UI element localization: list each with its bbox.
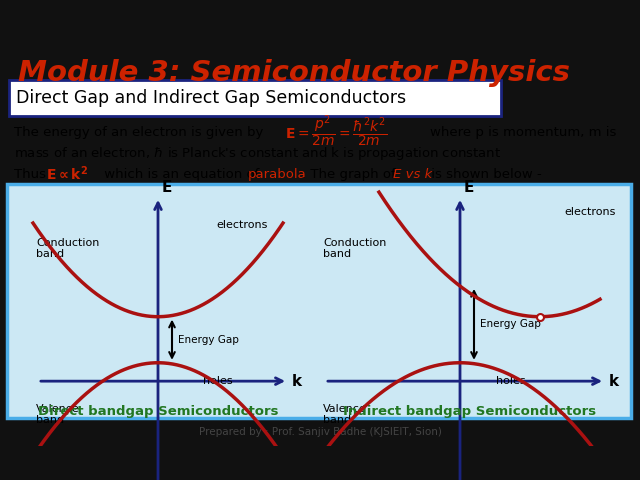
Text: holes: holes bbox=[204, 376, 233, 386]
Text: Energy Gap: Energy Gap bbox=[480, 319, 541, 329]
Text: electrons: electrons bbox=[564, 207, 616, 217]
Text: Indirect bandgap Semiconductors: Indirect bandgap Semiconductors bbox=[344, 405, 596, 418]
Text: $\mathbf{E \propto k^2}$: $\mathbf{E \propto k^2}$ bbox=[46, 165, 88, 183]
Text: Prepared by : Prof. Sanjiv Badhe (KJSIEIT, Sion): Prepared by : Prof. Sanjiv Badhe (KJSIEI… bbox=[198, 427, 442, 437]
Text: . The graph of: . The graph of bbox=[302, 168, 400, 181]
FancyBboxPatch shape bbox=[7, 184, 631, 418]
Text: parabola: parabola bbox=[248, 168, 307, 181]
Text: Energy Gap: Energy Gap bbox=[178, 335, 239, 345]
Text: which is an equation of: which is an equation of bbox=[100, 168, 264, 181]
Text: Module 3: Semiconductor Physics: Module 3: Semiconductor Physics bbox=[18, 59, 570, 87]
Text: k: k bbox=[609, 373, 619, 389]
Text: is shown below -: is shown below - bbox=[427, 168, 541, 181]
Text: mass of an electron, $\hbar$ is Planck's constant and k is propagation constant: mass of an electron, $\hbar$ is Planck's… bbox=[14, 145, 501, 162]
Text: Thus: Thus bbox=[14, 168, 51, 181]
Text: E: E bbox=[162, 180, 172, 195]
Text: Direct Gap and Indirect Gap Semiconductors: Direct Gap and Indirect Gap Semiconducto… bbox=[16, 89, 406, 107]
Text: where p is momentum, m is: where p is momentum, m is bbox=[430, 126, 616, 139]
Text: Direct bandgap Semiconductors: Direct bandgap Semiconductors bbox=[38, 405, 278, 418]
Text: Conduction
band: Conduction band bbox=[323, 238, 387, 259]
Text: k: k bbox=[292, 373, 302, 389]
Text: holes: holes bbox=[496, 376, 526, 386]
Text: Conduction
band: Conduction band bbox=[36, 238, 99, 259]
Text: Valence
band: Valence band bbox=[36, 404, 80, 425]
Text: E: E bbox=[464, 180, 474, 195]
Text: The energy of an electron is given by: The energy of an electron is given by bbox=[14, 126, 268, 139]
Text: Valence
band: Valence band bbox=[323, 404, 367, 425]
Text: E vs k: E vs k bbox=[393, 168, 432, 181]
Text: electrons: electrons bbox=[216, 220, 268, 229]
FancyBboxPatch shape bbox=[9, 80, 501, 116]
Text: $\mathbf{E} = \dfrac{p^2}{2m} = \dfrac{\hbar^2 k^2}{2m}$: $\mathbf{E} = \dfrac{p^2}{2m} = \dfrac{\… bbox=[285, 113, 387, 149]
